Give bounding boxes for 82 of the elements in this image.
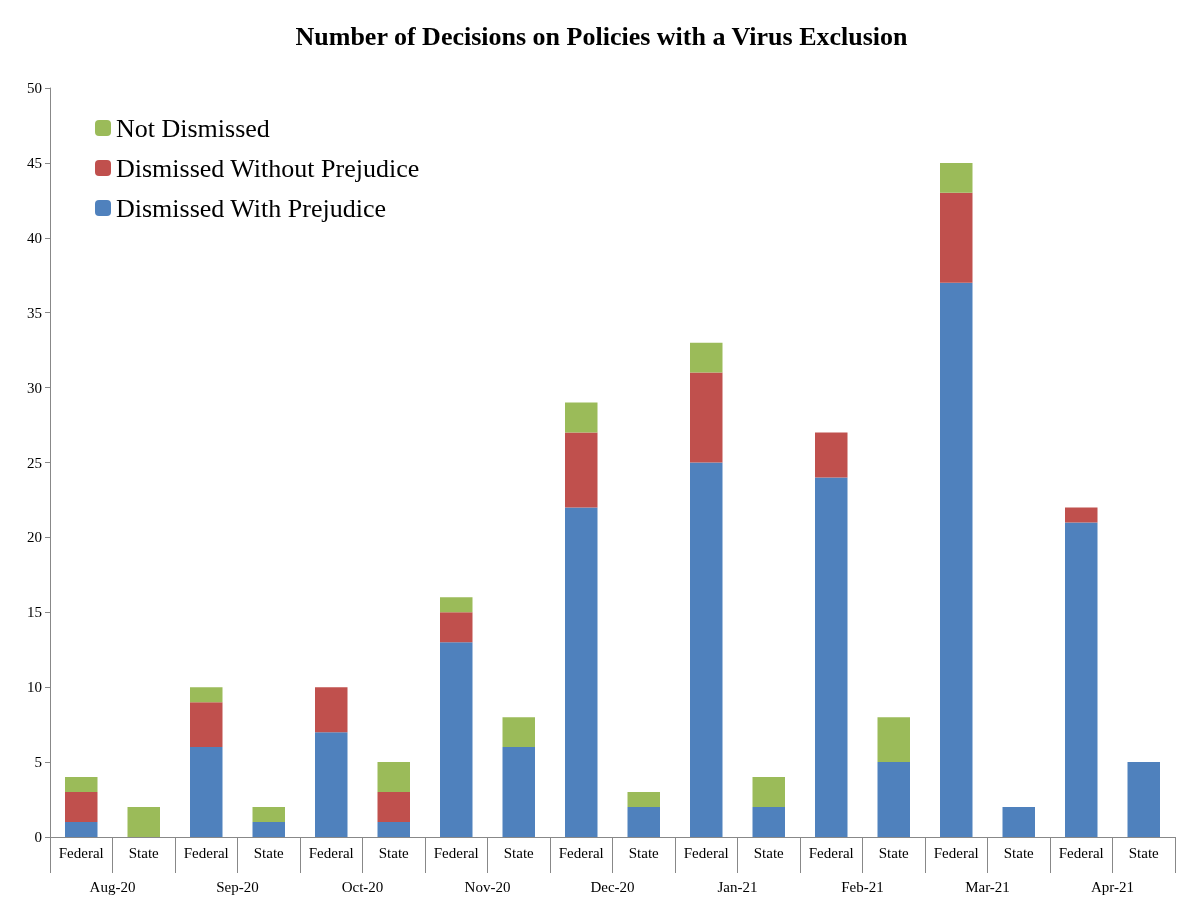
text: Oct-20 xyxy=(341,879,384,895)
bar xyxy=(315,732,348,837)
bar xyxy=(690,372,723,463)
bar xyxy=(65,777,98,793)
bar xyxy=(627,792,660,808)
legend-label: Dismissed With Prejudice xyxy=(116,193,387,223)
bar xyxy=(940,192,973,283)
bar xyxy=(190,747,223,837)
bar xyxy=(940,162,973,193)
bar xyxy=(1065,522,1098,837)
bar xyxy=(502,717,535,748)
text: Sep-20 xyxy=(216,879,259,895)
y-tick-label: 25 xyxy=(27,454,42,471)
bar xyxy=(190,702,223,748)
bar xyxy=(502,747,535,837)
x-tick-label: State xyxy=(1003,844,1035,861)
y-tick-label: 40 xyxy=(27,229,42,246)
legend-label: Dismissed Without Prejudice xyxy=(116,153,420,183)
chart-title: Number of Decisions on Policies with a Virus Exclusion xyxy=(295,21,909,51)
y-tick-label: 10 xyxy=(27,679,42,696)
bar xyxy=(1065,507,1098,523)
y-tick-label: 20 xyxy=(27,529,42,546)
x-tick-label: State xyxy=(253,844,285,861)
bar xyxy=(690,342,723,373)
bar xyxy=(315,687,348,733)
bar xyxy=(65,792,98,823)
bar xyxy=(815,432,848,478)
bar xyxy=(65,822,98,837)
text: Mar-21 xyxy=(965,879,1010,895)
x-tick-label: Federal xyxy=(58,844,104,861)
x-tick-label: Federal xyxy=(933,844,979,861)
x-tick-label: Federal xyxy=(1058,844,1104,861)
bar xyxy=(877,762,910,837)
text: Feb-21 xyxy=(841,879,884,895)
x-tick-label: State xyxy=(378,844,410,861)
x-tick-label: State xyxy=(753,844,785,861)
text: Aug-20 xyxy=(89,879,136,895)
x-tick-label: State xyxy=(503,844,535,861)
bar xyxy=(940,282,973,837)
x-tick-label: Federal xyxy=(683,844,729,861)
x-tick-label: Federal xyxy=(433,844,479,861)
bar xyxy=(1002,807,1035,837)
bar xyxy=(752,777,785,808)
x-tick-label: State xyxy=(128,844,160,861)
bar xyxy=(1127,762,1160,837)
text: Jan-21 xyxy=(717,879,758,895)
y-tick-label: 5 xyxy=(34,754,42,771)
y-tick-label: 35 xyxy=(27,304,42,321)
legend-label: Not Dismissed xyxy=(116,113,270,143)
text: Apr-21 xyxy=(1090,879,1135,895)
bar xyxy=(440,642,473,837)
y-tick-label: 0 xyxy=(34,829,42,845)
bar xyxy=(752,807,785,837)
x-tick-label: Federal xyxy=(308,844,354,861)
x-tick-label: Federal xyxy=(808,844,854,861)
text: Nov-20 xyxy=(464,879,511,895)
bar xyxy=(440,597,473,613)
bar xyxy=(377,792,410,823)
x-tick-label: State xyxy=(628,844,660,861)
bar xyxy=(690,462,723,837)
bar xyxy=(565,432,598,508)
bar xyxy=(877,717,910,763)
y-tick-label: 30 xyxy=(27,379,42,396)
bar xyxy=(565,507,598,837)
y-tick-label: 45 xyxy=(27,154,42,171)
y-tick-label: 15 xyxy=(27,604,42,621)
bar xyxy=(627,807,660,837)
x-tick-label: Federal xyxy=(558,844,604,861)
x-tick-label: Federal xyxy=(183,844,229,861)
bar xyxy=(565,402,598,433)
x-tick-label: State xyxy=(1128,844,1160,861)
bar xyxy=(252,807,285,823)
y-tick-label: 50 xyxy=(27,80,42,96)
x-tick-label: State xyxy=(878,844,910,861)
bar xyxy=(377,762,410,793)
bar xyxy=(127,807,160,837)
bar xyxy=(377,822,410,837)
text: Dec-20 xyxy=(590,879,635,895)
bar xyxy=(815,477,848,837)
bar xyxy=(440,612,473,643)
bar xyxy=(190,687,223,703)
bar xyxy=(252,822,285,837)
